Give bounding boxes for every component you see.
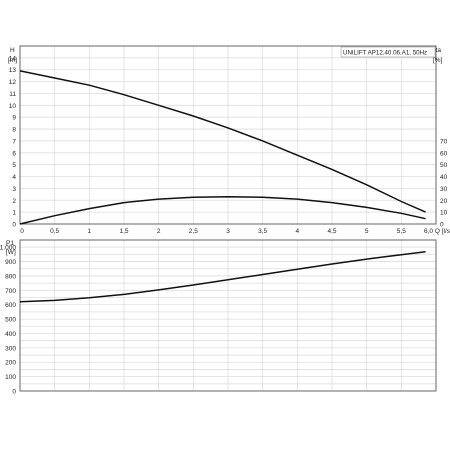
y-tick-label: 11	[9, 91, 16, 98]
y2-tick-label: 70	[440, 138, 448, 145]
x-tick-label: 4	[296, 228, 300, 235]
y-tick-label: 9	[12, 115, 16, 122]
efficiency-curve	[19, 195, 426, 225]
chart-title: UNILIFT AP12.40.06.A1, 50Hz	[343, 50, 427, 57]
x-tick-label: 1,5	[119, 228, 128, 235]
y-tick-label: 900	[5, 259, 16, 266]
y-tick-label: 300	[5, 345, 16, 352]
y-tick-label: 2	[12, 198, 16, 205]
y2-tick-label: 60	[440, 150, 448, 157]
y-tick-label: 0	[12, 389, 16, 396]
power-curve	[19, 251, 426, 303]
y-tick-label: 10	[9, 103, 17, 110]
y2-axis-unit: [%]	[433, 57, 443, 64]
y2-tick-label: 20	[440, 198, 448, 205]
y-tick-label: 100	[5, 374, 16, 381]
x-tick-label: 3	[226, 228, 230, 235]
y-tick-label: 5	[12, 162, 16, 169]
y-tick-label: 1.000	[0, 245, 16, 252]
x-tick-label: 0	[20, 228, 24, 235]
y-tick-label: 800	[5, 273, 16, 280]
x-tick-label: 5,5	[397, 228, 406, 235]
y-tick-label: 1	[12, 210, 16, 217]
x-tick-label: 6,0 Q [l/s]	[424, 228, 450, 235]
y-tick-label: 13	[9, 67, 17, 74]
y-tick-label: 3	[12, 186, 16, 193]
title-box	[340, 46, 436, 58]
y2-tick-label: 50	[440, 162, 448, 169]
x-tick-label: 5	[365, 228, 369, 235]
plot-frame	[19, 45, 437, 225]
y-tick-label: 7	[12, 138, 16, 145]
y-axis-label: H	[10, 47, 15, 54]
x-tick-label: 0,5	[50, 228, 59, 235]
head-curve	[19, 70, 426, 213]
y2-tick-label: 10	[440, 210, 448, 217]
y-axis-label: P1	[6, 240, 14, 247]
y2-tick-label: 0	[440, 222, 444, 229]
y-tick-label: 500	[5, 317, 16, 324]
y-tick-label: 14	[9, 55, 17, 62]
y-tick-label: 400	[5, 331, 16, 338]
y-tick-label: 6	[12, 150, 16, 157]
x-tick-label: 1	[88, 228, 92, 235]
y-axis-unit: [m]	[8, 57, 17, 64]
plot-frame	[19, 239, 437, 392]
x-tick-label: 2,5	[189, 228, 198, 235]
y-tick-label: 12	[9, 79, 17, 86]
y-tick-label: 8	[12, 127, 16, 134]
y-axis-unit: [W]	[6, 249, 16, 256]
y2-axis-label: eta	[432, 47, 441, 54]
x-tick-label: 2	[157, 228, 161, 235]
y-tick-label: 700	[5, 288, 16, 295]
y2-tick-label: 40	[440, 174, 448, 181]
y2-tick-label: 30	[440, 186, 448, 193]
y-tick-label: 0	[12, 222, 16, 229]
x-tick-label: 3,5	[258, 228, 267, 235]
y-tick-label: 4	[12, 174, 16, 181]
y-tick-label: 200	[5, 360, 16, 367]
x-tick-label: 4,5	[327, 228, 336, 235]
y-tick-label: 600	[5, 302, 16, 309]
